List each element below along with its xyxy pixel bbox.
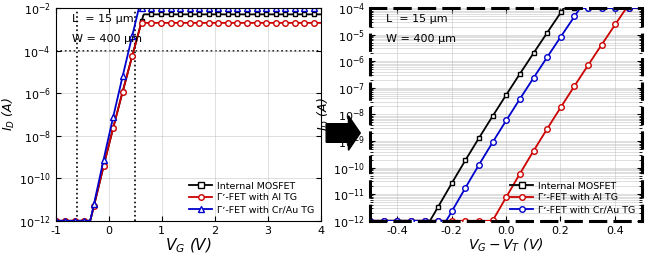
- X-axis label: $V_G - V_T$ (V): $V_G - V_T$ (V): [468, 237, 544, 255]
- Legend: Internal MOSFET, Γʼ-FET with Al TG, Γʼ-FET with Cr/Au TG: Internal MOSFET, Γʼ-FET with Al TG, Γʼ-F…: [187, 180, 316, 216]
- Text: W = 400 μm: W = 400 μm: [386, 34, 457, 44]
- X-axis label: $V_G$ (V): $V_G$ (V): [165, 237, 212, 255]
- Text: L  = 15 μm: L = 15 μm: [386, 14, 448, 24]
- Y-axis label: $I_D$ (A): $I_D$ (A): [1, 97, 17, 131]
- Legend: Internal MOSFET, Γʼ-FET with Al TG, Γʼ-FET with Cr/Au TG: Internal MOSFET, Γʼ-FET with Al TG, Γʼ-F…: [508, 180, 637, 216]
- Text: L  = 15 μm: L = 15 μm: [71, 14, 133, 24]
- Text: W = 400 μm: W = 400 μm: [71, 34, 141, 44]
- Y-axis label: $I_D$ (A): $I_D$ (A): [316, 97, 331, 131]
